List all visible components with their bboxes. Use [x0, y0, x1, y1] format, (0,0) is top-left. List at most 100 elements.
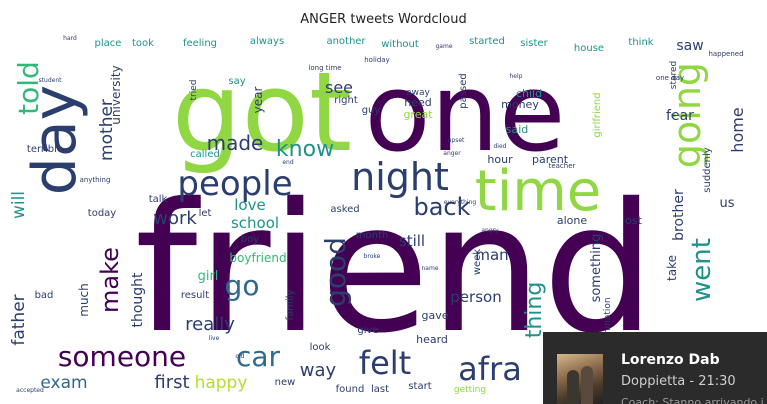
notification-preview: Coach: Stanno arrivando i — [621, 396, 764, 404]
word-amination: amination — [603, 297, 613, 342]
word-brother: brother — [671, 189, 687, 241]
word-fear: fear — [666, 108, 694, 124]
word-first: first — [154, 372, 189, 393]
word-one-day: one day — [656, 74, 684, 82]
word-felt: felt — [359, 344, 411, 382]
notification-avatar — [557, 354, 603, 404]
word-today: today — [88, 208, 117, 219]
word-happy: happy — [195, 373, 248, 393]
word-thought: thought — [130, 272, 146, 328]
word-saw: saw — [676, 38, 703, 54]
word-last: last — [371, 384, 389, 395]
word-something: something — [589, 234, 604, 303]
word-make: make — [96, 247, 124, 313]
word-university: university — [109, 65, 123, 124]
notification-toast[interactable]: Lorenzo Dab Doppietta - 21:30 Coach: Sta… — [543, 332, 767, 404]
word-work: work — [153, 208, 197, 229]
word-mother: mother — [97, 99, 117, 161]
word-called: called — [190, 149, 220, 160]
word-hour: hour — [487, 153, 513, 166]
word-time: time — [475, 159, 602, 224]
word-gave: gave — [421, 309, 448, 322]
notification-subtitle: Doppietta - 21:30 — [621, 374, 736, 389]
word-everything: everything — [444, 199, 477, 206]
word-getting: getting — [454, 385, 486, 395]
word-anything: anything — [80, 176, 111, 184]
word-away: away — [406, 88, 430, 98]
word-really: really — [185, 314, 235, 335]
word-way: way — [300, 360, 337, 381]
word-heard: heard — [416, 333, 448, 346]
word-back: back — [413, 193, 470, 221]
word-boy: boy — [241, 234, 259, 245]
word-died: died — [494, 143, 507, 150]
word-help: help — [510, 73, 523, 80]
word-angry: angry — [481, 227, 499, 234]
word-think: think — [628, 37, 653, 48]
word-week: week — [472, 249, 483, 275]
word-end: end — [282, 159, 293, 166]
word-go: go — [225, 269, 260, 302]
word-year: year — [251, 87, 265, 114]
word-place: place — [95, 38, 122, 49]
word-always: always — [250, 36, 284, 47]
word-know: know — [276, 137, 334, 162]
word-afra: afra — [458, 350, 522, 388]
word-passed: passed — [458, 73, 469, 108]
word-say: say — [228, 76, 245, 87]
word-person: person — [450, 288, 501, 306]
word-name: name — [421, 265, 438, 272]
notification-sender: Lorenzo Dab — [621, 352, 720, 368]
word-start: start — [408, 381, 431, 392]
word-school: school — [231, 214, 279, 232]
word-old: old — [235, 353, 244, 360]
word-still: still — [399, 232, 425, 250]
word-look: look — [310, 342, 331, 353]
word-accepted: accepted — [16, 387, 44, 394]
word-take: take — [665, 255, 679, 281]
word-new: new — [275, 377, 296, 388]
word-going: going — [665, 62, 709, 168]
word-upset: upset — [448, 137, 465, 144]
word-someone: someone — [58, 340, 186, 373]
word-family: family — [285, 289, 296, 320]
word-much: much — [77, 283, 91, 317]
word-sister: sister — [520, 38, 548, 49]
word-started: started — [469, 36, 505, 47]
word-one: one — [365, 51, 566, 176]
word-us: us — [719, 196, 734, 211]
word-boyfriend: boyfriend — [229, 251, 286, 265]
word-long-time: long time — [308, 64, 341, 72]
word-let: let — [199, 208, 212, 219]
word-made: made — [207, 131, 264, 155]
word-will: will — [9, 191, 29, 219]
word-see: see — [325, 78, 353, 97]
word-told: told — [12, 61, 45, 115]
chart-title: ANGER tweets Wordcloud — [300, 12, 467, 27]
word-money: money — [501, 98, 539, 111]
word-need: need — [404, 96, 432, 109]
word-bad: bad — [35, 290, 54, 301]
word-great: great — [403, 108, 433, 121]
word-father: father — [9, 294, 29, 345]
word-people: people — [177, 164, 292, 204]
word-good: good — [319, 237, 352, 307]
word-girl: girl — [198, 269, 219, 284]
word-stared: stared — [669, 61, 679, 90]
word-guy: guy — [362, 105, 381, 116]
word-anger: anger — [443, 150, 461, 157]
word-said: said — [506, 123, 529, 136]
word-child: child — [516, 87, 542, 100]
word-took: took — [132, 38, 154, 49]
word-give: give — [357, 325, 378, 336]
word-home: home — [728, 107, 747, 152]
word-lost: lost — [622, 214, 643, 227]
word-broke: broke — [364, 253, 381, 260]
word-house: house — [574, 43, 604, 54]
word-car: car — [236, 340, 281, 373]
word-month: month — [356, 230, 388, 241]
word-student: student — [39, 77, 63, 84]
word-talk: talk — [149, 194, 168, 205]
word-got: got — [172, 48, 352, 176]
word-terrible: terrible — [27, 144, 63, 155]
